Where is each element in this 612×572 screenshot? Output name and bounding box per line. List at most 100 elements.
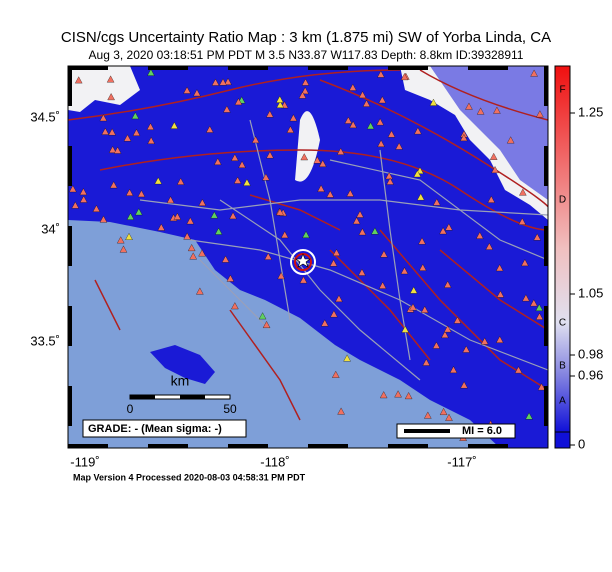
station — [506, 136, 515, 144]
frame-tick — [544, 226, 548, 266]
scale-label: 50 — [223, 402, 237, 416]
station — [522, 294, 530, 302]
station — [137, 190, 146, 198]
station — [196, 287, 204, 295]
station — [343, 354, 351, 362]
station — [424, 411, 432, 419]
frame-tick — [308, 66, 348, 70]
station — [187, 244, 196, 252]
station — [395, 142, 403, 150]
station — [106, 75, 115, 83]
scale-bar — [180, 395, 205, 399]
station — [214, 157, 222, 165]
station — [132, 128, 141, 136]
station — [394, 390, 402, 398]
station — [329, 259, 338, 267]
lat-label: 33.5˚ — [30, 333, 60, 348]
station — [536, 110, 544, 118]
station — [113, 146, 122, 154]
station — [530, 69, 538, 77]
station — [487, 195, 496, 203]
station — [366, 122, 375, 130]
station — [276, 208, 284, 216]
scale-label: 0 — [127, 402, 134, 416]
station — [413, 170, 422, 178]
grade-letter: D — [559, 195, 566, 206]
station — [166, 196, 175, 204]
station — [521, 259, 529, 267]
station — [443, 325, 452, 333]
subtitle: Aug 3, 2020 03:18:51 PM PDT M 3.5 N33.87… — [89, 48, 524, 62]
station — [385, 172, 393, 180]
station — [157, 223, 166, 231]
station — [108, 128, 116, 136]
station — [262, 320, 271, 328]
station — [337, 147, 345, 155]
lon-label: -118˚ — [260, 454, 289, 469]
coverage — [430, 66, 548, 200]
station — [349, 83, 357, 91]
station — [439, 407, 448, 415]
station — [409, 286, 418, 294]
station — [376, 118, 384, 126]
frame-tick — [468, 444, 508, 448]
low-coverage — [68, 66, 140, 112]
station — [302, 230, 310, 238]
station — [400, 73, 409, 81]
frame-ticks — [68, 66, 548, 448]
station — [108, 145, 117, 153]
station — [101, 127, 110, 135]
station — [276, 95, 284, 103]
station — [489, 152, 498, 160]
station — [335, 294, 343, 302]
station — [123, 134, 132, 142]
station — [462, 345, 470, 353]
colorbar-zero — [554, 431, 571, 449]
station — [491, 166, 499, 174]
station — [198, 249, 206, 257]
station — [519, 188, 527, 196]
station — [326, 190, 334, 198]
station — [362, 99, 371, 107]
station — [109, 181, 118, 189]
frame-tick — [544, 306, 548, 346]
station — [224, 77, 232, 85]
frame-tick — [68, 66, 72, 106]
station — [107, 93, 115, 101]
station — [518, 217, 526, 225]
station — [125, 232, 133, 240]
station — [313, 156, 322, 164]
station — [234, 98, 243, 106]
stations — [69, 68, 546, 441]
frame-tick — [68, 146, 72, 186]
station — [337, 407, 345, 415]
station — [387, 130, 396, 138]
station — [119, 245, 128, 253]
station — [453, 316, 462, 324]
station — [449, 366, 458, 373]
station — [377, 70, 385, 78]
station — [211, 78, 220, 86]
station — [421, 305, 429, 313]
station — [266, 151, 274, 159]
frame-tick — [468, 66, 508, 70]
station — [266, 110, 274, 118]
station — [135, 208, 143, 216]
station — [380, 250, 388, 258]
station — [537, 383, 546, 391]
colorbar-label: 0 — [578, 436, 585, 451]
station — [147, 68, 155, 76]
station — [321, 319, 329, 327]
station — [429, 98, 438, 106]
station — [422, 358, 431, 366]
station — [251, 136, 260, 144]
station — [414, 127, 422, 135]
station — [125, 188, 134, 196]
station — [264, 252, 272, 260]
station — [330, 310, 338, 318]
mi-legend: MI = 6.0 — [462, 425, 502, 437]
station — [493, 106, 501, 114]
station — [206, 125, 214, 133]
station — [221, 255, 230, 263]
